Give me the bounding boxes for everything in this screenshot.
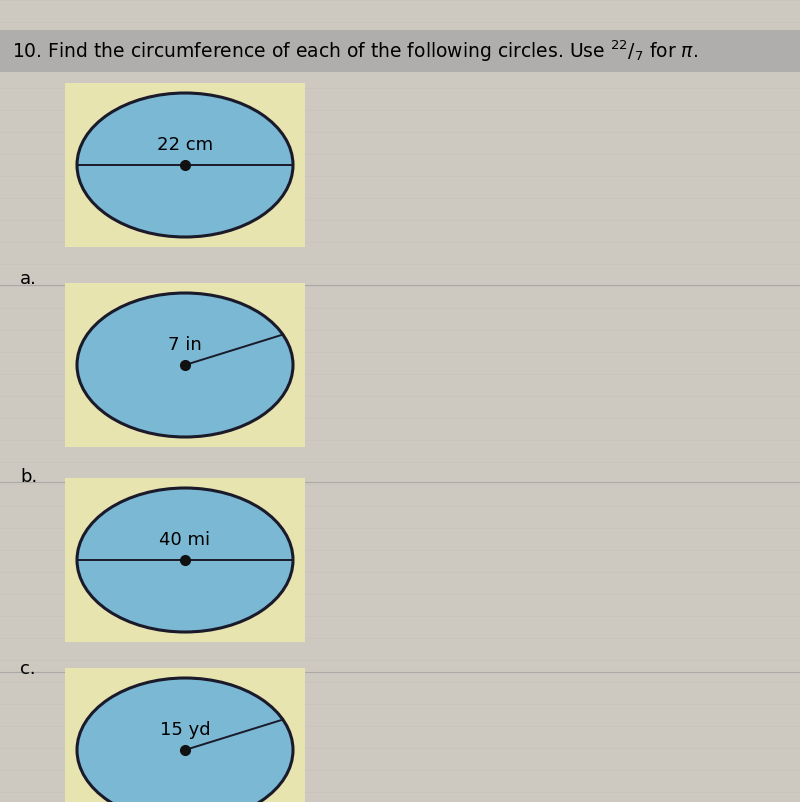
Text: 10. Find the circumference of each of the following circles. Use $^{22}/_7$ for : 10. Find the circumference of each of th… bbox=[12, 38, 698, 63]
Text: b.: b. bbox=[20, 468, 38, 486]
Ellipse shape bbox=[77, 678, 293, 802]
Text: a.: a. bbox=[20, 270, 37, 288]
FancyBboxPatch shape bbox=[65, 83, 305, 247]
FancyBboxPatch shape bbox=[0, 30, 800, 72]
Text: 7 in: 7 in bbox=[168, 336, 202, 354]
Text: c.: c. bbox=[20, 660, 36, 678]
Text: 22 cm: 22 cm bbox=[157, 136, 213, 154]
Ellipse shape bbox=[77, 293, 293, 437]
Ellipse shape bbox=[77, 93, 293, 237]
Text: 15 yd: 15 yd bbox=[160, 721, 210, 739]
FancyBboxPatch shape bbox=[65, 668, 305, 802]
Text: 40 mi: 40 mi bbox=[159, 531, 210, 549]
Ellipse shape bbox=[77, 488, 293, 632]
FancyBboxPatch shape bbox=[65, 478, 305, 642]
FancyBboxPatch shape bbox=[65, 283, 305, 447]
